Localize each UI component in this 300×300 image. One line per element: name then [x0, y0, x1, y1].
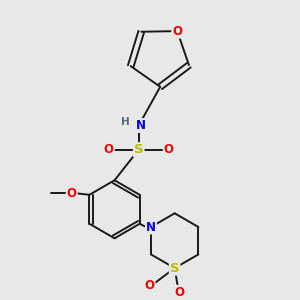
Text: O: O [175, 286, 184, 299]
Text: O: O [67, 187, 77, 200]
Text: O: O [104, 143, 114, 156]
Text: S: S [134, 143, 143, 156]
Text: O: O [164, 143, 174, 156]
Text: N: N [136, 119, 146, 132]
Text: S: S [170, 262, 179, 275]
Text: H: H [122, 117, 130, 127]
Text: N: N [146, 220, 156, 233]
Text: O: O [172, 25, 182, 38]
Text: O: O [145, 279, 154, 292]
